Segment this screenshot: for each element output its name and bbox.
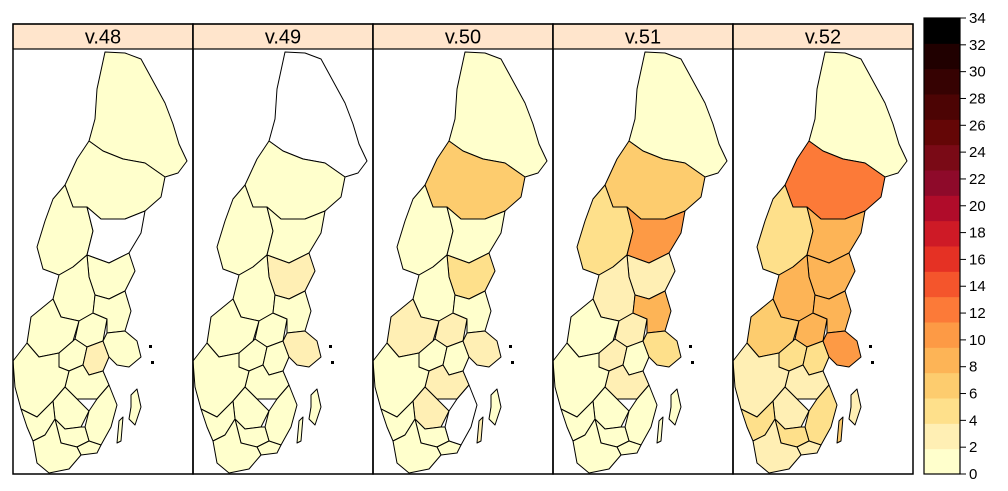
legend-swatch bbox=[924, 68, 960, 95]
legend-swatch bbox=[924, 423, 960, 450]
legend-tick-label: 28 bbox=[969, 90, 986, 107]
map-region bbox=[848, 388, 862, 426]
map-region bbox=[212, 418, 262, 474]
map-region bbox=[446, 206, 506, 264]
sweden-map bbox=[192, 51, 368, 474]
sweden-map bbox=[732, 51, 908, 474]
map-region bbox=[668, 388, 682, 426]
map-region bbox=[116, 416, 124, 444]
map-region bbox=[476, 416, 484, 444]
island-mark bbox=[151, 361, 154, 364]
legend-frame bbox=[923, 17, 961, 475]
map-region bbox=[822, 330, 862, 368]
map-region bbox=[32, 418, 82, 474]
map-region bbox=[308, 388, 322, 426]
map-region bbox=[448, 51, 548, 178]
legend-tick-label: 34 bbox=[969, 10, 986, 27]
map-region bbox=[808, 51, 908, 178]
legend-tick-label: 30 bbox=[969, 64, 986, 81]
map-region bbox=[128, 388, 142, 426]
map-region bbox=[392, 418, 442, 474]
legend-tick-label: 10 bbox=[969, 332, 986, 349]
legend-swatch bbox=[924, 271, 960, 298]
map-region bbox=[266, 206, 326, 264]
panel-label: v.51 bbox=[625, 27, 661, 49]
legend-tick-label: 32 bbox=[969, 37, 986, 54]
map-region bbox=[626, 206, 686, 264]
map-panel: v.50 bbox=[372, 23, 554, 475]
legend-tick-label: 6 bbox=[969, 386, 977, 403]
island-mark bbox=[511, 361, 514, 364]
map-region bbox=[462, 330, 502, 368]
map-panel: v.52 bbox=[732, 23, 914, 475]
legend-tick-label: 8 bbox=[969, 359, 977, 376]
legend-swatch bbox=[924, 220, 960, 247]
legend-swatch bbox=[924, 170, 960, 196]
map-region bbox=[488, 388, 502, 426]
panel-label: v.48 bbox=[85, 27, 121, 49]
island-mark bbox=[509, 345, 512, 348]
map-region bbox=[268, 51, 368, 178]
sweden-map bbox=[552, 51, 728, 474]
panel-label: v.52 bbox=[805, 27, 841, 49]
legend-swatch bbox=[924, 322, 960, 348]
legend-swatch bbox=[924, 119, 960, 146]
legend-tick-label: 0 bbox=[969, 466, 977, 483]
legend-swatch bbox=[924, 398, 960, 424]
map-panel: v.48 bbox=[12, 23, 194, 475]
map-region bbox=[642, 330, 682, 368]
legend-swatch bbox=[924, 372, 960, 399]
legend-tick-label: 16 bbox=[969, 251, 986, 268]
map-region bbox=[88, 51, 188, 178]
panel-label: v.49 bbox=[265, 27, 301, 49]
legend-swatch bbox=[924, 448, 960, 475]
map-region bbox=[282, 330, 322, 368]
map-region bbox=[836, 416, 844, 444]
island-mark bbox=[691, 361, 694, 364]
map-region bbox=[806, 206, 866, 264]
island-mark bbox=[331, 361, 334, 364]
map-region bbox=[86, 206, 146, 264]
legend-swatch bbox=[924, 18, 960, 44]
island-mark bbox=[869, 345, 872, 348]
legend-tick-label: 20 bbox=[969, 198, 986, 215]
legend-swatch bbox=[924, 195, 960, 222]
legend-tick-label: 22 bbox=[969, 171, 986, 188]
sweden-map bbox=[372, 51, 548, 474]
map-region bbox=[752, 418, 802, 474]
legend-swatch bbox=[924, 43, 960, 70]
island-mark bbox=[871, 361, 874, 364]
island-mark bbox=[149, 345, 152, 348]
legend-swatch bbox=[924, 144, 960, 171]
legend-tick-label: 14 bbox=[969, 278, 986, 295]
island-mark bbox=[689, 345, 692, 348]
map-region bbox=[628, 51, 728, 178]
legend-tick-label: 24 bbox=[969, 144, 986, 161]
map-panels: v.48 v.49 v.50 v.51 v.52 bbox=[12, 23, 914, 475]
legend-swatch bbox=[924, 296, 960, 323]
map-region bbox=[296, 416, 304, 444]
legend-tick-label: 18 bbox=[969, 225, 986, 242]
map-region bbox=[656, 416, 664, 444]
legend-tick-label: 4 bbox=[969, 412, 977, 429]
legend-tick-label: 12 bbox=[969, 305, 986, 322]
legend-tick-label: 2 bbox=[969, 439, 977, 456]
map-panel: v.49 bbox=[192, 23, 374, 475]
map-region bbox=[102, 330, 142, 368]
island-mark bbox=[329, 345, 332, 348]
map-region bbox=[572, 418, 622, 474]
legend-swatch bbox=[924, 246, 960, 272]
panel-frame bbox=[732, 23, 914, 475]
panel-label: v.50 bbox=[445, 27, 481, 49]
sweden-map bbox=[12, 51, 188, 474]
legend-tick-label: 26 bbox=[969, 117, 986, 134]
legend-swatch bbox=[924, 347, 960, 374]
map-panel: v.51 bbox=[552, 23, 734, 475]
legend-swatch bbox=[924, 94, 960, 120]
